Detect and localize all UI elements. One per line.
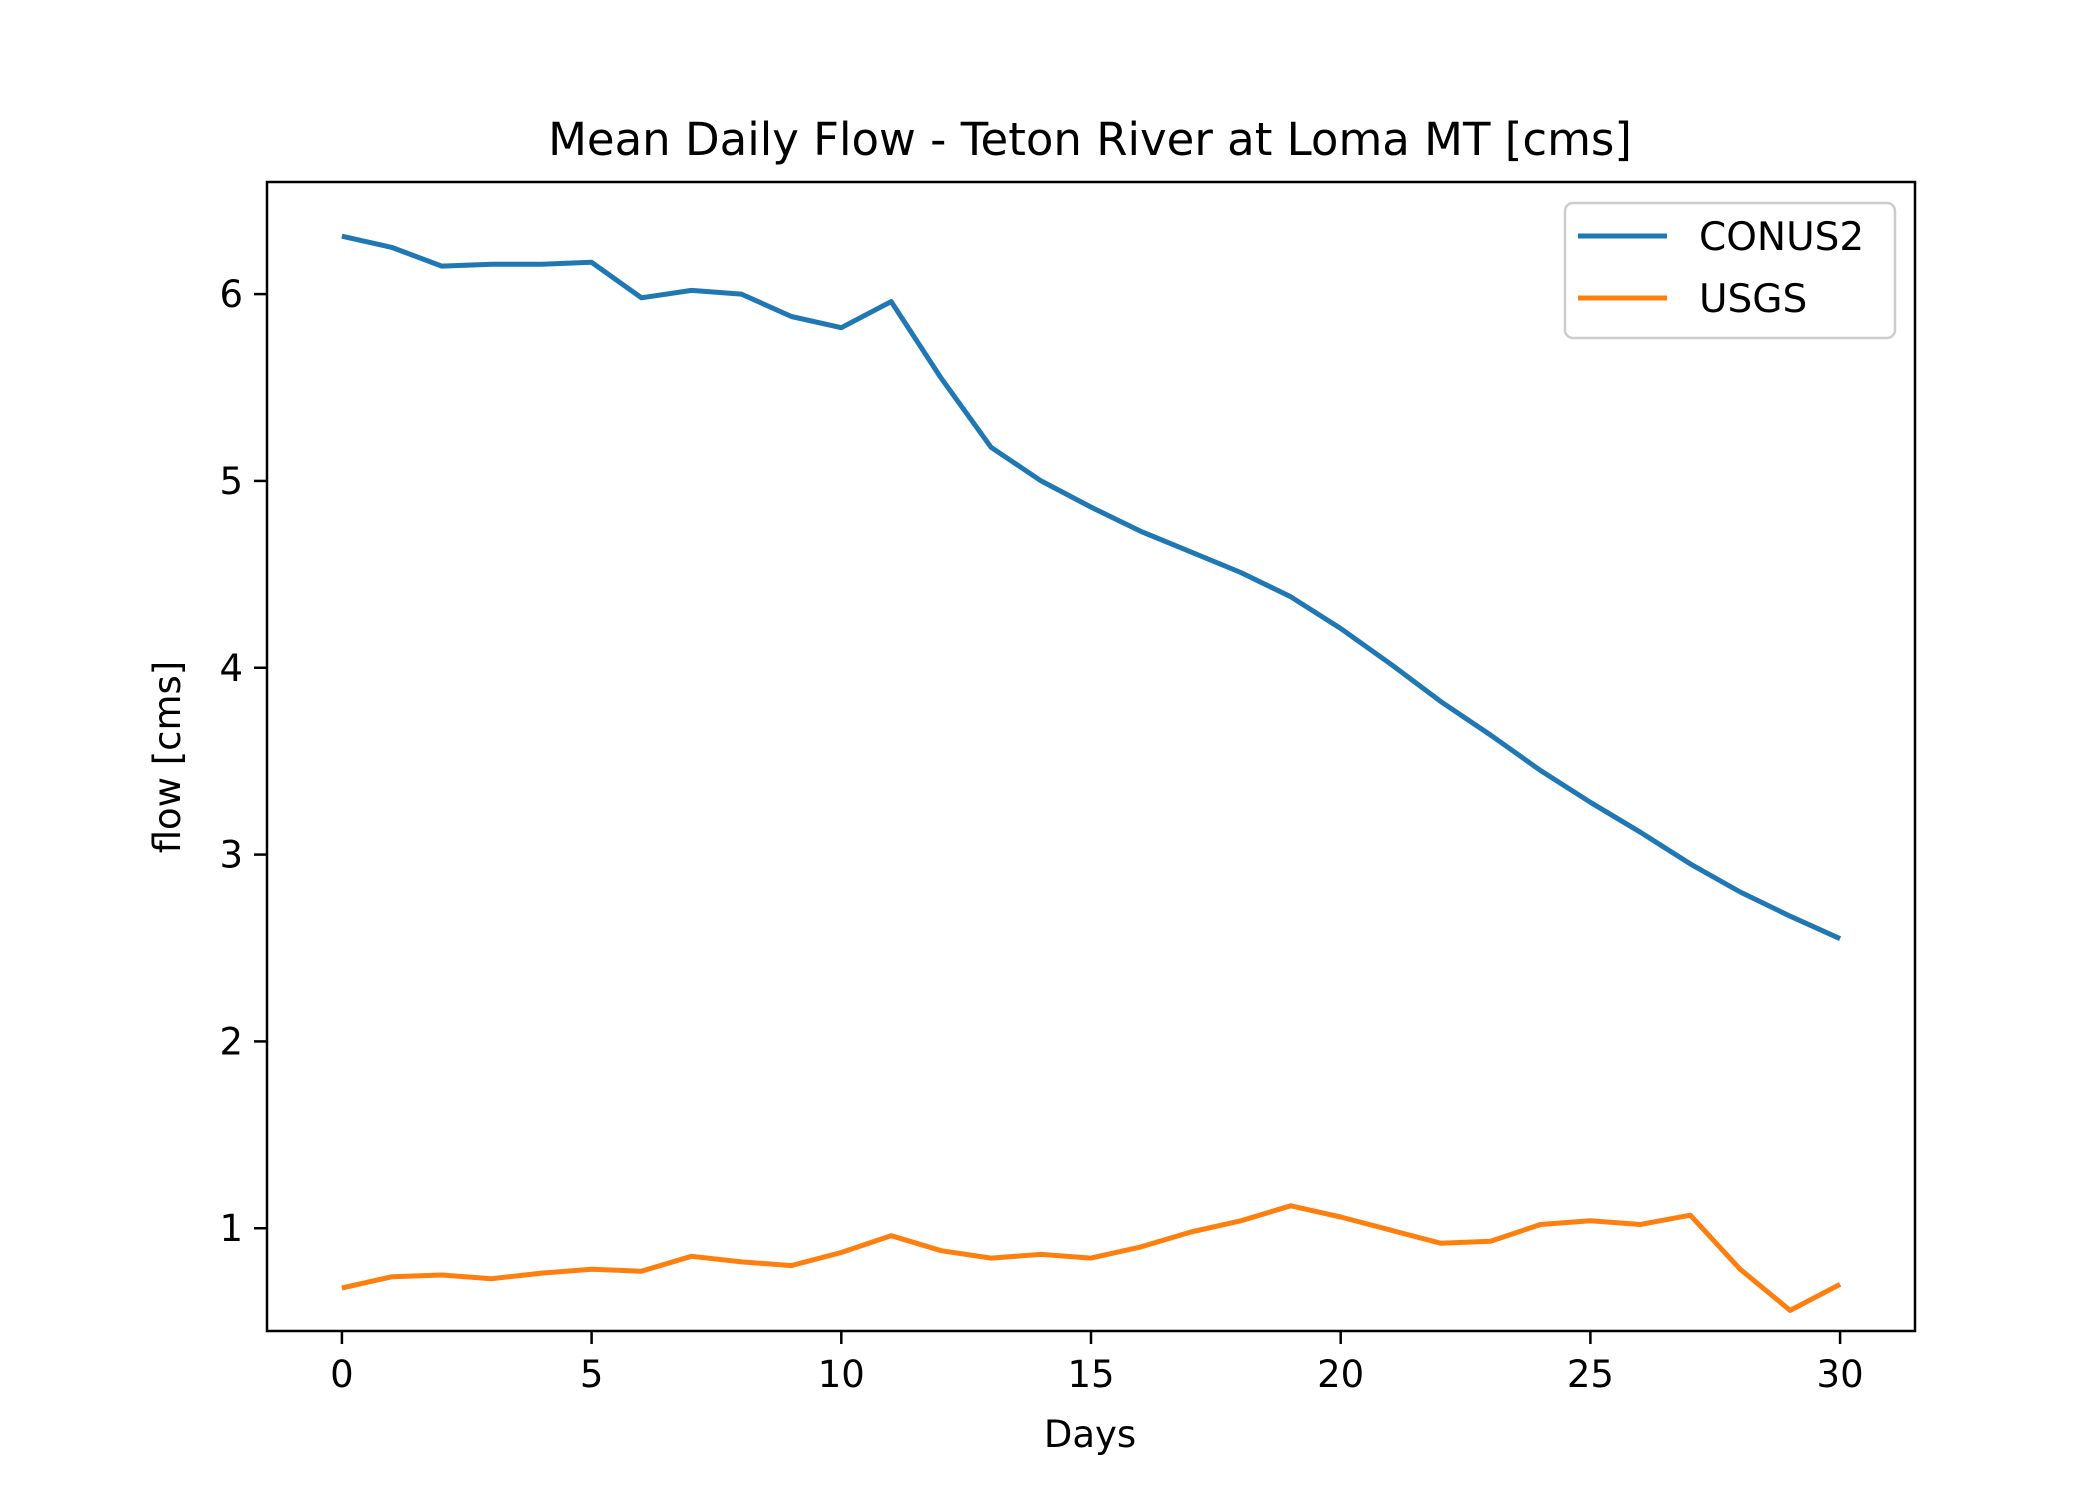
y-tick-label: 1 xyxy=(219,1207,243,1250)
series-line-usgs xyxy=(341,1203,1842,1313)
x-tick-label: 25 xyxy=(1567,1353,1614,1396)
x-tick-label: 5 xyxy=(580,1353,604,1396)
y-tick-label: 2 xyxy=(219,1020,243,1063)
legend-label-conus2: CONUS2 xyxy=(1699,215,1864,260)
series-line-conus2 xyxy=(341,233,1842,941)
y-tick-label: 6 xyxy=(219,273,243,316)
x-tick-label: 0 xyxy=(330,1353,354,1396)
y-tick-label: 4 xyxy=(219,647,243,690)
legend: CONUS2 USGS xyxy=(1563,201,1897,340)
chart-title: Mean Daily Flow - Teton River at Loma MT… xyxy=(548,113,1632,166)
plot-area-frame xyxy=(265,180,1917,1333)
x-tick-label: 10 xyxy=(818,1353,865,1396)
x-axis-ticks: 0 5 10 15 20 25 30 xyxy=(330,1331,1864,1396)
x-tick-label: 15 xyxy=(1067,1353,1114,1396)
y-axis-ticks: 1 2 3 4 5 6 xyxy=(219,273,267,1250)
x-tick-label: 20 xyxy=(1317,1353,1364,1396)
y-tick-label: 3 xyxy=(219,834,243,877)
plot-lines xyxy=(341,233,1842,1313)
x-tick-label: 30 xyxy=(1817,1353,1864,1396)
y-axis-label: flow [cms] xyxy=(146,661,189,854)
x-axis-label: Days xyxy=(1044,1413,1136,1456)
y-tick-label: 5 xyxy=(219,460,243,503)
legend-label-usgs: USGS xyxy=(1699,277,1807,322)
